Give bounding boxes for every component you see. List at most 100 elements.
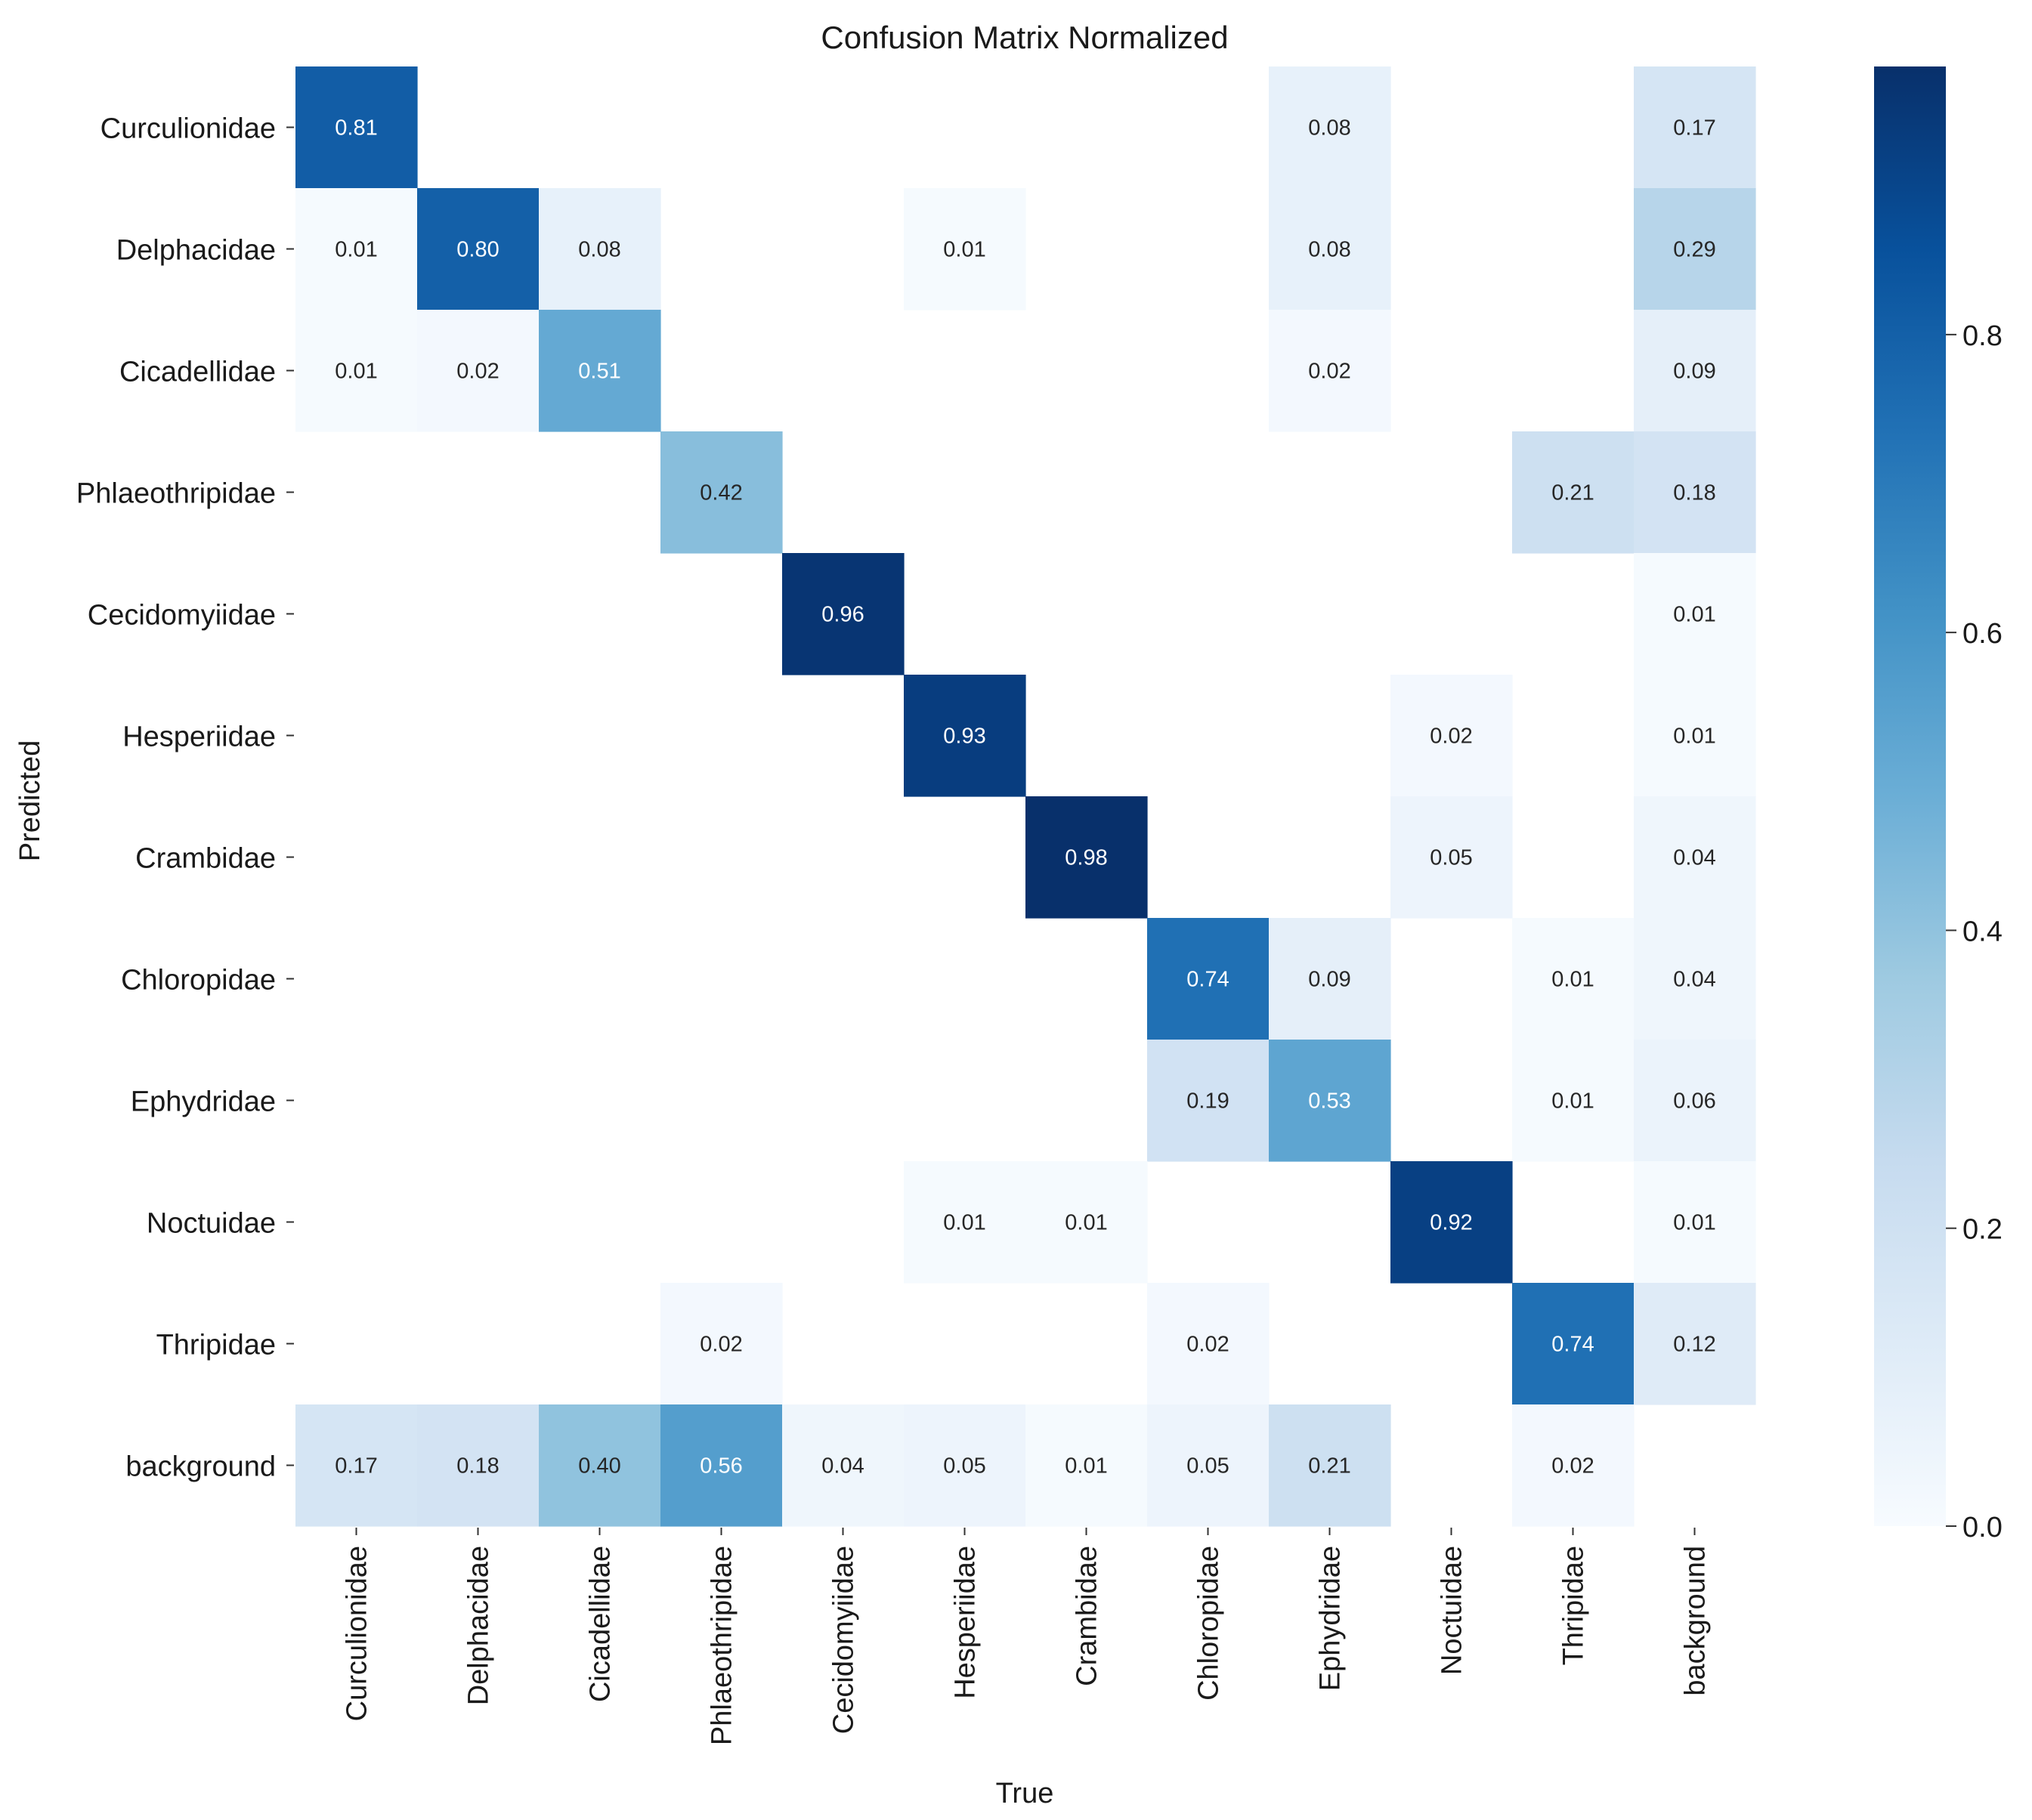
heatmap-cell <box>782 553 905 675</box>
cell-value-label: 0.01 <box>1551 1089 1594 1114</box>
colorbar-tick-label: 0.0 <box>1962 1512 2003 1543</box>
cell-value-label: 0.21 <box>1308 1454 1350 1479</box>
y-tick-label: Chloropidae <box>121 965 276 997</box>
cell-value-label: 0.17 <box>335 1454 377 1479</box>
heatmap-cell <box>660 431 783 554</box>
x-tick-label: Crambidae <box>1072 1546 1103 1686</box>
heatmap-cell <box>1634 310 1756 432</box>
heatmap-cell <box>1269 918 1391 1040</box>
x-tick-label: background <box>1680 1546 1712 1696</box>
cell-value-label: 0.01 <box>335 360 377 384</box>
heatmap-cell <box>660 1404 783 1527</box>
x-tick-label: Chloropidae <box>1193 1546 1225 1701</box>
heatmap-cell <box>1634 796 1756 919</box>
heatmap-cell <box>539 310 661 432</box>
heatmap-cell <box>1390 1161 1513 1284</box>
cell-value-label: 0.74 <box>1186 968 1229 992</box>
cell-value-label: 0.53 <box>1308 1089 1350 1114</box>
cell-value-label: 0.02 <box>1186 1333 1229 1357</box>
cell-value-label: 0.18 <box>1673 481 1715 505</box>
cell-value-label: 0.01 <box>1551 968 1594 992</box>
y-tick-label: Cicadellidae <box>119 357 276 388</box>
heatmap-cell <box>1269 188 1391 311</box>
cell-value-label: 0.81 <box>335 116 377 141</box>
x-tick-label: Delphacidae <box>463 1546 495 1705</box>
x-tick-label: Cicadellidae <box>585 1546 617 1702</box>
heatmap-cell <box>904 675 1026 797</box>
y-axis-label: Predicted <box>14 740 46 862</box>
heatmap-cell <box>1512 918 1635 1040</box>
cell-value-label: 0.02 <box>456 360 499 384</box>
y-tick-label: Phlaeothripidae <box>76 478 276 510</box>
x-tick-label: Ephydridae <box>1315 1546 1347 1691</box>
x-tick-label: Cecidomyiidae <box>828 1546 860 1734</box>
cell-value-label: 0.02 <box>700 1333 742 1357</box>
x-tick-label: Curculionidae <box>342 1546 373 1721</box>
heatmap-cell <box>417 188 540 311</box>
heatmap-cell <box>295 188 418 311</box>
y-tick-label: Cecidomyiidae <box>88 600 276 632</box>
heatmap-cell <box>660 1283 783 1405</box>
heatmap-cell <box>1634 553 1756 675</box>
heatmap-cell <box>1634 1161 1756 1284</box>
cell-value-label: 0.04 <box>1673 968 1715 992</box>
heatmap-cell <box>1512 1283 1635 1405</box>
cell-value-label: 0.05 <box>1430 846 1472 870</box>
heatmap-cell <box>295 1404 418 1527</box>
heatmap-cell <box>417 310 540 432</box>
heatmap-cell <box>1634 431 1756 554</box>
colorbar-ticks: 0.0 0.2 0.4 0.6 0.8 <box>1946 320 2003 1543</box>
cell-value-label: 0.98 <box>1065 846 1107 870</box>
y-tick-label: Ephydridae <box>131 1086 276 1118</box>
heatmap-cell <box>1025 1161 1148 1284</box>
x-tick-label: Noctuidae <box>1437 1546 1468 1675</box>
heatmap-cell <box>1147 1404 1270 1527</box>
heatmap-cell <box>295 310 418 432</box>
cell-value-label: 0.05 <box>943 1454 985 1479</box>
y-tick-label: Delphacidae <box>116 235 276 267</box>
heatmap-cell <box>1634 918 1756 1040</box>
x-tick-label: Thripidae <box>1558 1546 1590 1665</box>
cell-value-label: 0.42 <box>700 481 742 505</box>
heatmap-cell <box>1512 1040 1635 1162</box>
cell-value-label: 0.01 <box>1065 1211 1107 1235</box>
cell-value-label: 0.51 <box>578 360 620 384</box>
cell-value-label: 0.02 <box>1308 360 1350 384</box>
heatmap-cell <box>539 1404 661 1527</box>
heatmap-cell <box>295 66 418 189</box>
colorbar-tick-label: 0.4 <box>1962 916 2003 947</box>
heatmap-cell <box>1025 796 1148 919</box>
colorbar-tick-label: 0.6 <box>1962 618 2003 650</box>
cell-value-label: 0.29 <box>1673 238 1715 262</box>
x-tick-label: Hesperiidae <box>950 1546 982 1699</box>
cell-value-label: 0.80 <box>456 238 499 262</box>
y-tick-label: Thripidae <box>156 1330 276 1361</box>
heatmap-cell <box>904 1404 1026 1527</box>
heatmap-cell <box>1147 1283 1270 1405</box>
cell-value-label: 0.04 <box>821 1454 864 1479</box>
heatmap-cells: 0.81 0.08 0.17 0.01 0.80 0.08 0.01 0.08 0.29 0.01… <box>295 66 1756 1527</box>
cell-value-label: 0.01 <box>1065 1454 1107 1479</box>
heatmap-cell <box>904 1161 1026 1284</box>
cell-value-label: 0.18 <box>456 1454 499 1479</box>
heatmap-cell <box>1634 675 1756 797</box>
cell-value-label: 0.02 <box>1551 1454 1594 1479</box>
cell-value-label: 0.17 <box>1673 116 1715 141</box>
cell-value-label: 0.09 <box>1673 360 1715 384</box>
cell-value-label: 0.01 <box>1673 1211 1715 1235</box>
cell-value-label: 0.01 <box>335 238 377 262</box>
cell-value-label: 0.93 <box>943 725 985 749</box>
heatmap-cell <box>417 1404 540 1527</box>
cell-value-label: 0.19 <box>1186 1089 1229 1114</box>
cell-value-label: 0.04 <box>1673 846 1715 870</box>
heatmap-cell <box>1269 1404 1391 1527</box>
cell-value-label: 0.02 <box>1430 725 1472 749</box>
cell-value-label: 0.56 <box>700 1454 742 1479</box>
colorbar <box>1874 66 1946 1526</box>
heatmap-cell <box>904 188 1026 311</box>
y-tick-label: Noctuidae <box>147 1208 276 1240</box>
heatmap-cell <box>1269 1040 1391 1162</box>
heatmap-cell <box>1634 66 1756 189</box>
